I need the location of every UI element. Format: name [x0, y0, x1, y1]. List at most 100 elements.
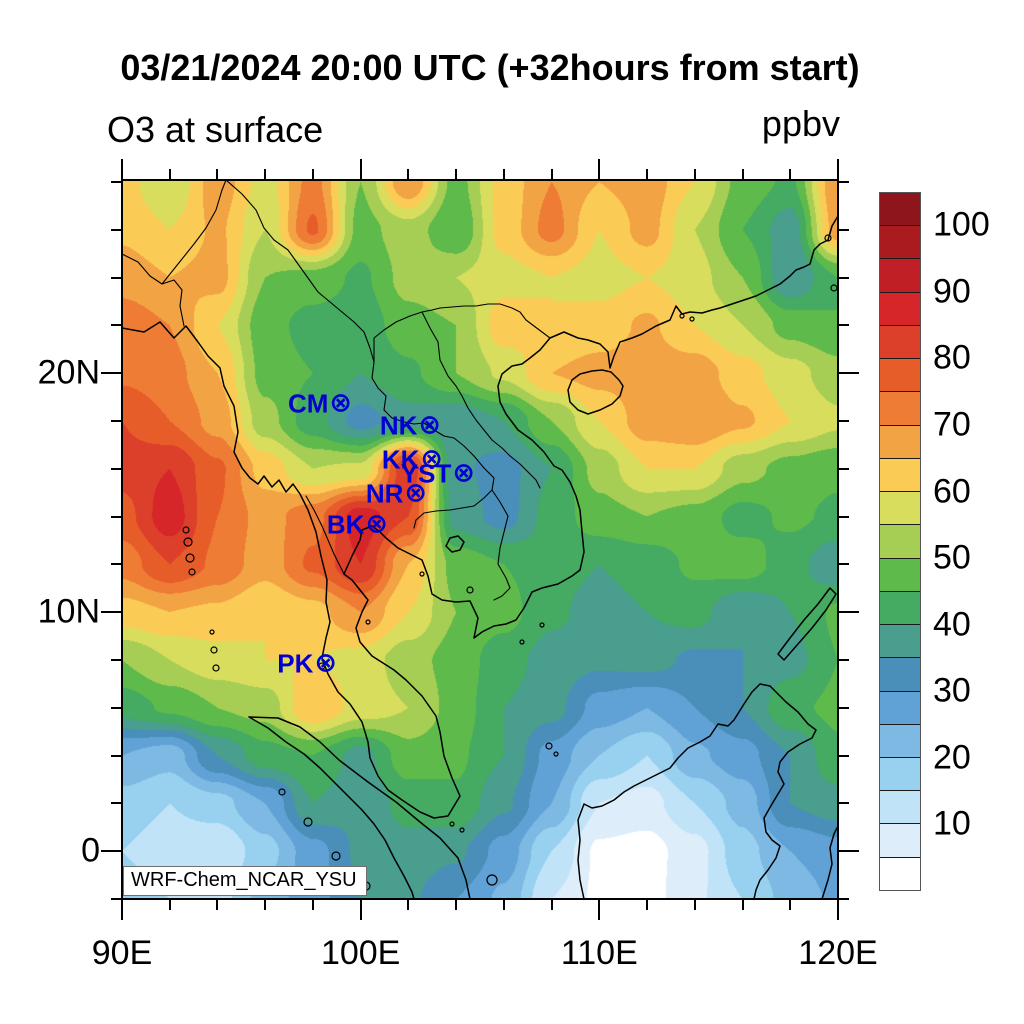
x-axis-label-110e: 110E: [560, 934, 638, 972]
axis-tick: [742, 169, 744, 179]
axis-tick: [839, 516, 849, 518]
axis-tick: [121, 159, 123, 179]
axis-tick: [111, 229, 121, 231]
station-name: BK: [326, 509, 365, 539]
axis-tick: [839, 420, 849, 422]
axis-tick: [169, 169, 171, 179]
axis-tick: [101, 611, 121, 613]
colorbar-cell: [880, 657, 920, 691]
station-name: CM: [287, 388, 329, 418]
station-label-nr: NR ⊗: [366, 480, 427, 507]
axis-tick: [111, 420, 121, 422]
axis-tick: [839, 659, 849, 661]
axis-tick: [789, 169, 791, 179]
axis-tick: [111, 468, 121, 470]
axis-tick: [111, 324, 121, 326]
colorbar-label-50: 50: [933, 538, 971, 577]
colorbar-cell: [880, 723, 920, 757]
axis-tick: [839, 181, 849, 183]
axis-tick: [503, 900, 505, 910]
colorbar-cell: [880, 790, 920, 824]
station-name: NK: [379, 410, 418, 440]
axis-tick: [169, 900, 171, 910]
axis-tick: [312, 169, 314, 179]
axis-tick: [111, 898, 121, 900]
axis-tick: [111, 755, 121, 757]
colorbar-label-20: 20: [933, 738, 971, 777]
axis-tick: [837, 159, 839, 179]
station-label-pk: PK ⊗: [277, 650, 337, 677]
o3-field-canvas: [122, 180, 838, 899]
axis-tick: [839, 563, 849, 565]
axis-tick: [407, 900, 409, 910]
station-label-nk: NK ⊗: [380, 412, 441, 439]
axis-tick: [312, 900, 314, 910]
colorbar-cell: [880, 225, 920, 259]
colorbar-label-10: 10: [933, 804, 971, 843]
colorbar-cell: [880, 391, 920, 425]
axis-tick: [111, 516, 121, 518]
y-axis-label-0: 0: [81, 831, 100, 870]
country-borders: [122, 180, 551, 601]
map-plot-area: CM ⊗ NK ⊗ KK ⊗ YST ⊗ NR ⊗ BK ⊗ PK ⊗ WRF-Chem_NCAR_YSU: [121, 179, 839, 900]
axis-tick: [264, 169, 266, 179]
y-axis-label-10n: 10N: [37, 592, 100, 631]
axis-tick: [455, 169, 457, 179]
station-marker-icon: ⊗: [365, 508, 388, 540]
axis-tick: [839, 372, 859, 374]
axis-tick: [742, 900, 744, 910]
coastline-islands: [248, 369, 838, 899]
axis-tick: [264, 900, 266, 910]
colorbar-label-40: 40: [933, 605, 971, 644]
station-marker-icon: ⊗: [404, 477, 427, 509]
x-axis-label-90e: 90E: [91, 934, 153, 972]
colorbar-label-90: 90: [933, 272, 971, 311]
station-name: YST: [400, 458, 452, 488]
station-label-cm: CM ⊗: [288, 390, 352, 417]
colorbar-label-70: 70: [933, 405, 971, 444]
colorbar-label-60: 60: [933, 472, 971, 511]
colorbar-cell: [880, 690, 920, 724]
axis-tick: [111, 181, 121, 183]
axis-tick: [101, 850, 121, 852]
axis-tick: [839, 850, 859, 852]
colorbar-cell: [880, 457, 920, 492]
field-label: O3 at surface: [107, 109, 324, 150]
small-islands: [182, 234, 838, 891]
station-label-bk: BK ⊗: [327, 511, 388, 538]
axis-tick: [121, 900, 123, 920]
colorbar: [879, 192, 921, 891]
station-name: NR: [365, 478, 404, 508]
axis-tick: [839, 611, 859, 613]
axis-tick: [598, 159, 600, 179]
colorbar-cell: [880, 193, 920, 226]
station-marker-icon: ⊗: [420, 443, 443, 475]
axis-tick: [839, 324, 849, 326]
axis-tick: [839, 277, 849, 279]
axis-tick: [789, 900, 791, 910]
colorbar-cell: [880, 291, 920, 325]
units-label: ppbv: [761, 103, 840, 144]
axis-tick: [839, 468, 849, 470]
axis-tick: [111, 277, 121, 279]
axis-tick: [839, 707, 849, 709]
station-marker-icon: ⊗: [452, 457, 475, 489]
axis-tick: [407, 169, 409, 179]
model-label: WRF-Chem_NCAR_YSU: [123, 866, 367, 896]
station-marker-icon: ⊗: [314, 647, 337, 679]
plot-title: 03/21/2024 20:00 UTC (+32hours from star…: [120, 47, 860, 88]
station-marker-icon: ⊗: [329, 387, 352, 419]
coastline-svg: [122, 180, 838, 899]
axis-tick: [111, 563, 121, 565]
axis-tick: [839, 229, 849, 231]
axis-tick: [839, 802, 849, 804]
colorbar-label-80: 80: [933, 338, 971, 377]
axis-tick: [503, 169, 505, 179]
axis-tick: [839, 755, 849, 757]
axis-tick: [360, 900, 362, 920]
colorbar-cell: [880, 258, 920, 292]
colorbar-cell: [880, 756, 920, 791]
y-axis-label-20n: 20N: [37, 353, 100, 392]
axis-tick: [216, 900, 218, 910]
